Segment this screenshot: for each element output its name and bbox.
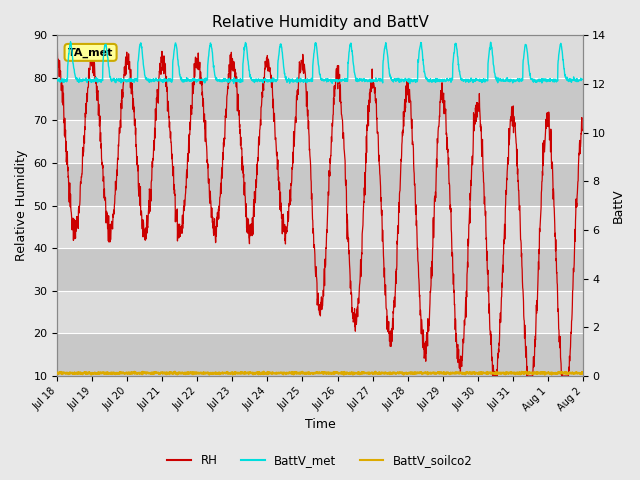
Bar [58, 205, 582, 248]
Title: Relative Humidity and BattV: Relative Humidity and BattV [212, 15, 428, 30]
X-axis label: Time: Time [305, 419, 335, 432]
Bar [58, 291, 582, 334]
Y-axis label: BattV: BattV [612, 188, 625, 223]
Bar [58, 36, 582, 78]
Bar [58, 334, 582, 376]
Bar [58, 248, 582, 291]
Bar [58, 163, 582, 205]
Bar [58, 78, 582, 120]
Text: TA_met: TA_met [68, 47, 113, 58]
Y-axis label: Relative Humidity: Relative Humidity [15, 150, 28, 261]
Legend: RH, BattV_met, BattV_soilco2: RH, BattV_met, BattV_soilco2 [163, 449, 477, 472]
Bar [58, 120, 582, 163]
